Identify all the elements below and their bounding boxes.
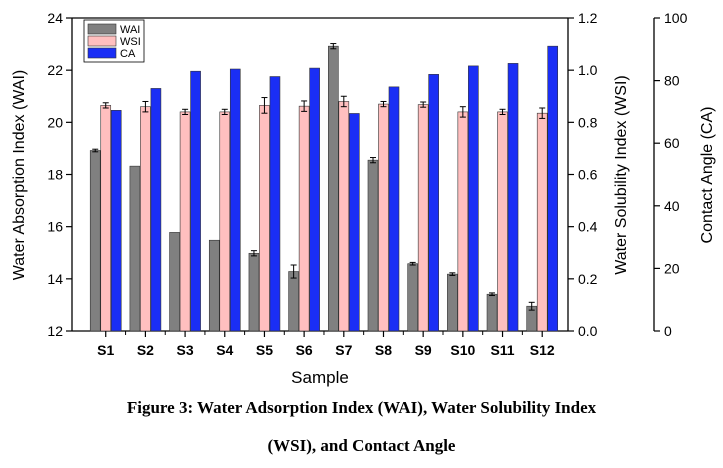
bar-wai — [367, 159, 379, 332]
bar-wsi — [497, 111, 508, 332]
right_inner-tick-label: 0.6 — [578, 167, 598, 183]
bar-ca — [349, 113, 360, 332]
bar-wsi — [338, 101, 350, 332]
bar-wsi — [298, 105, 310, 332]
right_inner-tick-label: 1.0 — [578, 62, 598, 78]
bar-wsi — [100, 105, 112, 332]
bar-ca — [229, 68, 241, 332]
right_outer-tick-label: 20 — [664, 260, 680, 276]
ca-axis-label: Contact Angle (CA) — [699, 107, 716, 244]
bar-wsi — [259, 105, 270, 332]
figure-caption-line-1: Figure 3: Water Adsorption Index (WAI), … — [126, 398, 597, 417]
x-tick-label: S4 — [216, 342, 233, 358]
right_inner-tick-label: 0.4 — [578, 219, 598, 235]
left-tick-label: 24 — [47, 10, 63, 26]
x-tick-label: S10 — [450, 342, 475, 358]
bar-ca — [309, 67, 320, 332]
bar-wsi — [457, 111, 469, 332]
x-tick-label: S2 — [137, 342, 154, 358]
bar-ca — [269, 76, 281, 332]
bar-wsi — [179, 111, 191, 332]
bar-wsi — [219, 111, 231, 332]
bars-layer — [89, 43, 559, 332]
right_outer-tick-label: 40 — [664, 198, 680, 214]
bar-wsi — [417, 104, 429, 332]
legend-label-ca: CA — [120, 48, 136, 60]
left-tick-label: 20 — [47, 114, 63, 130]
right_outer-tick-label: 100 — [664, 10, 688, 26]
x-tick-label: S11 — [490, 342, 514, 358]
left-tick-label: 12 — [47, 323, 63, 339]
wsi-axis: 0.0 0.2 0.4 0.6 0.8 1.0 1.2 — [568, 10, 598, 339]
left-tick-label: 16 — [47, 219, 63, 235]
bar-wai — [248, 252, 260, 332]
figure-caption-line-2: (WSI), and Contact Angle — [267, 436, 456, 455]
right_inner-tick-label: 0.0 — [578, 323, 598, 339]
x-axis-label: Sample — [291, 368, 349, 387]
bar-ca — [428, 74, 439, 332]
wsi-axis-label: Water Solubility Index (WSI) — [613, 75, 630, 274]
x-axis: S1 S2 S3 S4 S5 S6 S7 S8 S9 S10 S11 S12 — [97, 331, 555, 358]
x-tick-label: S1 — [97, 342, 114, 358]
legend-label-wsi: WSI — [120, 36, 141, 48]
bar-wai — [169, 232, 180, 332]
right_outer-tick-label: 0 — [664, 323, 672, 339]
x-tick-label: S5 — [256, 342, 273, 358]
bar-wsi — [378, 103, 389, 332]
x-tick-label: S6 — [296, 342, 313, 358]
left-tick-label: 14 — [47, 271, 63, 287]
bar-wai — [486, 293, 498, 332]
x-tick-label: S8 — [375, 342, 392, 358]
legend-swatch-wai — [87, 23, 117, 35]
bar-wsi — [536, 112, 548, 332]
right_outer-tick-label: 80 — [664, 73, 680, 89]
right_inner-tick-label: 0.8 — [578, 114, 598, 130]
bar-wai — [447, 273, 458, 332]
bar-wai — [288, 271, 299, 332]
bar-ca — [507, 63, 519, 332]
left-axis: 12 14 16 18 20 22 24 — [47, 10, 72, 339]
bar-ca — [468, 65, 479, 332]
bar-wsi — [140, 106, 151, 332]
bar-wai — [89, 150, 101, 332]
bar-wai — [208, 239, 220, 332]
right_inner-tick-label: 1.2 — [578, 10, 598, 26]
bar-ca — [150, 88, 162, 332]
right_inner-tick-label: 0.2 — [578, 271, 598, 287]
legend-label-wai: WAI — [120, 24, 140, 36]
left-axis-label: Water Absorption Index (WAI) — [11, 70, 28, 280]
x-tick-label: S3 — [177, 342, 194, 358]
bar-ca — [547, 45, 559, 332]
ca-axis: 0 20 40 60 80 100 — [654, 10, 688, 339]
legend-swatch-ca — [87, 47, 117, 59]
legend-swatch-wsi — [87, 35, 117, 47]
left-tick-label: 22 — [47, 62, 63, 78]
bar-wai — [407, 263, 418, 332]
x-tick-label: S9 — [415, 342, 432, 358]
left-tick-label: 18 — [47, 167, 63, 183]
bar-ca — [190, 70, 201, 332]
x-tick-label: S7 — [335, 342, 352, 358]
bar-wai — [129, 165, 141, 332]
bar-ca — [388, 86, 400, 332]
x-tick-label: S12 — [530, 342, 555, 358]
right_outer-tick-label: 60 — [664, 135, 680, 151]
bar-ca — [110, 110, 122, 332]
bar-wai — [328, 45, 339, 332]
